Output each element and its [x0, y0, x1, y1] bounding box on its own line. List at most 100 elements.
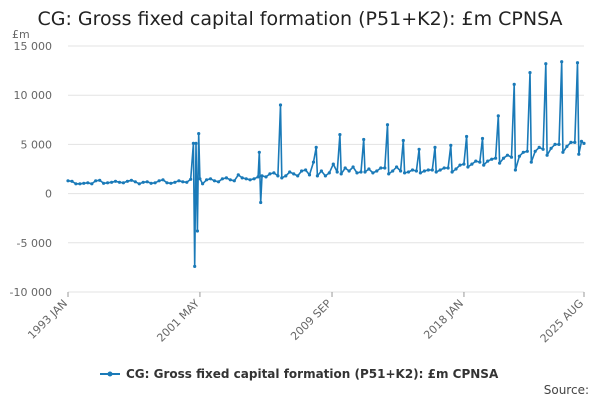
data-point[interactable]	[110, 180, 114, 184]
data-point[interactable]	[335, 170, 339, 174]
data-point[interactable]	[557, 142, 561, 146]
data-point[interactable]	[505, 153, 510, 157]
data-point[interactable]	[296, 174, 300, 178]
data-point[interactable]	[462, 162, 466, 166]
data-point[interactable]	[208, 177, 213, 181]
data-point[interactable]	[185, 180, 189, 184]
data-point[interactable]	[106, 181, 110, 185]
data-point[interactable]	[212, 179, 217, 183]
data-point[interactable]	[70, 179, 74, 183]
data-point[interactable]	[157, 179, 161, 183]
data-point[interactable]	[252, 177, 256, 181]
data-point[interactable]	[173, 180, 177, 184]
data-point[interactable]	[544, 62, 548, 66]
data-point[interactable]	[490, 157, 494, 161]
data-point[interactable]	[153, 181, 157, 185]
data-point[interactable]	[339, 172, 343, 176]
data-point[interactable]	[449, 143, 453, 147]
data-point[interactable]	[541, 147, 545, 151]
data-point[interactable]	[414, 169, 418, 173]
data-point[interactable]	[399, 169, 403, 173]
data-point[interactable]	[363, 170, 367, 174]
data-point[interactable]	[220, 177, 224, 181]
data-point[interactable]	[113, 179, 118, 183]
data-point[interactable]	[528, 71, 532, 75]
data-point[interactable]	[553, 142, 557, 146]
data-point[interactable]	[304, 168, 308, 172]
data-point[interactable]	[375, 169, 379, 173]
data-point[interactable]	[561, 150, 565, 154]
data-point[interactable]	[355, 171, 359, 175]
data-point[interactable]	[228, 178, 232, 182]
data-point[interactable]	[201, 182, 205, 186]
data-point[interactable]	[125, 179, 129, 183]
data-point[interactable]	[284, 174, 288, 178]
data-point[interactable]	[307, 173, 312, 177]
data-point[interactable]	[141, 180, 145, 184]
data-point[interactable]	[573, 140, 577, 144]
data-point[interactable]	[169, 181, 173, 185]
data-point[interactable]	[474, 159, 478, 163]
data-point[interactable]	[367, 167, 371, 171]
data-point[interactable]	[259, 200, 263, 205]
data-point[interactable]	[458, 163, 462, 167]
data-point[interactable]	[177, 179, 181, 183]
data-point[interactable]	[98, 178, 102, 182]
data-point[interactable]	[257, 150, 261, 154]
data-point[interactable]	[525, 149, 529, 153]
data-point[interactable]	[165, 181, 169, 185]
data-point[interactable]	[90, 182, 94, 186]
data-point[interactable]	[470, 162, 474, 166]
data-point[interactable]	[338, 133, 342, 137]
data-point[interactable]	[244, 177, 248, 181]
data-point[interactable]	[232, 179, 236, 183]
data-point[interactable]	[545, 153, 549, 157]
data-point[interactable]	[276, 174, 280, 178]
data-point[interactable]	[323, 174, 327, 178]
data-point[interactable]	[327, 171, 331, 175]
data-point[interactable]	[117, 180, 122, 184]
data-point[interactable]	[417, 147, 421, 151]
data-point[interactable]	[240, 176, 244, 180]
data-point[interactable]	[311, 160, 316, 164]
data-point[interactable]	[288, 170, 292, 174]
data-point[interactable]	[521, 150, 525, 154]
data-point[interactable]	[300, 169, 304, 173]
data-point[interactable]	[82, 181, 86, 185]
data-point[interactable]	[498, 161, 502, 165]
data-point[interactable]	[278, 103, 283, 107]
data-point[interactable]	[486, 159, 490, 163]
data-point[interactable]	[133, 180, 137, 184]
data-point[interactable]	[379, 166, 383, 170]
data-point[interactable]	[194, 141, 198, 145]
data-point[interactable]	[359, 170, 363, 174]
data-point[interactable]	[454, 167, 458, 171]
data-point[interactable]	[137, 182, 141, 186]
data-point[interactable]	[401, 138, 405, 143]
data-point[interactable]	[315, 174, 319, 178]
data-point[interactable]	[102, 181, 106, 185]
data-point[interactable]	[94, 179, 98, 183]
data-point[interactable]	[198, 177, 202, 181]
data-point[interactable]	[533, 149, 537, 153]
data-point[interactable]	[129, 178, 133, 182]
data-point[interactable]	[442, 166, 446, 170]
data-point[interactable]	[385, 123, 390, 127]
data-point[interactable]	[383, 166, 387, 170]
data-point[interactable]	[577, 152, 581, 156]
data-point[interactable]	[513, 168, 518, 172]
data-point[interactable]	[272, 171, 276, 175]
data-point[interactable]	[331, 162, 335, 166]
data-point[interactable]	[351, 165, 355, 169]
data-point[interactable]	[205, 178, 209, 182]
data-point[interactable]	[565, 144, 569, 148]
data-point[interactable]	[260, 174, 264, 178]
data-point[interactable]	[343, 166, 347, 170]
data-point[interactable]	[191, 141, 195, 145]
data-point[interactable]	[216, 180, 221, 184]
data-point[interactable]	[224, 176, 228, 180]
data-point[interactable]	[517, 154, 522, 158]
data-point[interactable]	[575, 61, 580, 65]
data-point[interactable]	[430, 168, 434, 172]
data-point[interactable]	[450, 170, 454, 174]
